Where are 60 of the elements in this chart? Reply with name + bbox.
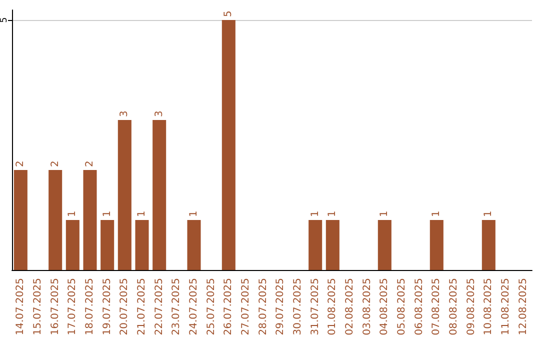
x-tick-label: 04.08.2025: [379, 278, 390, 336]
x-tick-label: 10.08.2025: [483, 278, 494, 336]
x-tick-label: 15.07.2025: [32, 278, 44, 336]
data-label: 1: [136, 210, 148, 217]
bar: [430, 220, 444, 270]
x-tick-label: 25.07.2025: [206, 278, 217, 336]
x-tick-label: 08.08.2025: [448, 278, 460, 336]
bar: [135, 220, 149, 270]
x-tick-label: 31.07.2025: [310, 278, 321, 336]
data-label: 3: [119, 110, 130, 117]
data-label: 5: [223, 10, 234, 17]
data-label: 1: [431, 210, 442, 217]
bar: [118, 120, 132, 270]
x-tick-label: 07.08.2025: [431, 278, 442, 336]
data-label: 2: [84, 160, 96, 167]
bar: [100, 220, 114, 270]
data-label: 1: [483, 210, 494, 217]
bar: [222, 20, 236, 270]
data-label: 1: [379, 210, 390, 217]
x-tick-label: 20.07.2025: [119, 278, 130, 336]
x-tick-label: 14.07.2025: [15, 278, 26, 336]
x-tick-label: 06.08.2025: [414, 278, 425, 336]
x-tick-label: 30.07.2025: [292, 278, 304, 336]
x-tick-label: 05.08.2025: [396, 278, 408, 336]
data-label: 3: [154, 110, 165, 117]
x-tick-label: 16.07.2025: [50, 278, 61, 336]
x-tick-label: 26.07.2025: [223, 278, 234, 336]
bar: [14, 170, 28, 270]
x-tick-label: 11.08.2025: [500, 278, 512, 336]
data-label: 2: [15, 160, 26, 167]
x-tick-label: 21.07.2025: [136, 278, 148, 336]
x-tick-label: 22.07.2025: [154, 278, 165, 336]
x-tick-label: 12.08.2025: [518, 278, 529, 336]
x-tick-label: 24.07.2025: [188, 278, 200, 336]
bar: [482, 220, 496, 270]
data-label: 1: [188, 210, 200, 217]
x-tick-label: 02.08.2025: [344, 278, 356, 336]
bar: [326, 220, 340, 270]
data-label: 1: [102, 210, 113, 217]
x-tick-label: 19.07.2025: [102, 278, 113, 336]
x-tick-label: 09.08.2025: [466, 278, 477, 336]
x-tick-label: 23.07.2025: [171, 278, 182, 336]
data-label: 1: [327, 210, 338, 217]
bar: [152, 120, 166, 270]
data-label: 2: [50, 160, 61, 167]
x-tick-label: 01.08.2025: [327, 278, 338, 336]
bar: [187, 220, 201, 270]
data-label: 1: [310, 210, 321, 217]
bar: [66, 220, 80, 270]
bar: [308, 220, 322, 270]
bar: [83, 170, 97, 270]
bar: [378, 220, 392, 270]
bar: [48, 170, 62, 270]
x-tick-label: 18.07.2025: [84, 278, 96, 336]
data-label: 1: [67, 210, 78, 217]
x-tick-label: 17.07.2025: [67, 278, 78, 336]
x-tick-label: 28.07.2025: [258, 278, 269, 336]
x-tick-label: 27.07.2025: [240, 278, 252, 336]
x-tick-label: 29.07.2025: [275, 278, 286, 336]
x-tick-label: 03.08.2025: [362, 278, 373, 336]
